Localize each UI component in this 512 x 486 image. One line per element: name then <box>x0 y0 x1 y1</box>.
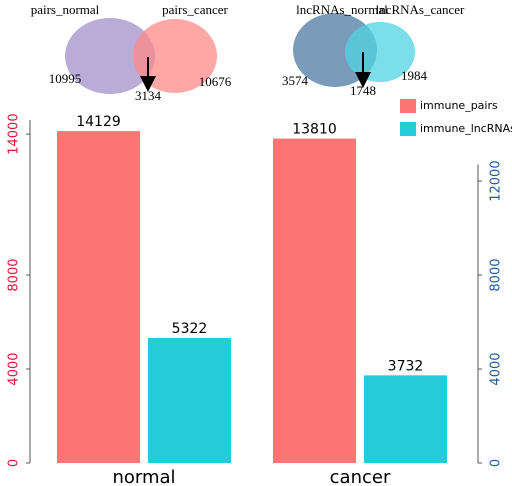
venn-set-label: lncRNAs_cancer <box>376 2 465 17</box>
venn-count: 3574 <box>282 73 309 88</box>
venn-set-label: pairs_normal <box>31 2 100 17</box>
value-label: 3732 <box>388 358 424 374</box>
y-tick-label: 0 <box>7 459 22 467</box>
legend-label: immune_lncRNAs <box>420 122 512 135</box>
venn-set <box>133 19 217 93</box>
bar <box>57 131 140 463</box>
value-label: 5322 <box>172 321 208 337</box>
legend-swatch <box>400 122 416 136</box>
y2-tick-label: 8000 <box>489 259 504 292</box>
bar <box>364 375 447 463</box>
legend-swatch <box>400 99 416 113</box>
bar <box>148 337 231 463</box>
value-label: 14129 <box>76 114 121 130</box>
bar <box>273 138 356 464</box>
venn-count: 10995 <box>49 71 82 86</box>
y-tick-label: 14000 <box>7 113 22 154</box>
venn-set <box>65 18 155 94</box>
venn-count: 1748 <box>350 83 376 98</box>
value-label: 13810 <box>292 122 337 138</box>
y-tick-label: 8000 <box>7 259 22 292</box>
y2-tick-label: 4000 <box>489 352 504 385</box>
legend-label: immune_pairs <box>420 99 498 112</box>
x-tick-label: cancer <box>330 467 391 486</box>
y2-tick-label: 12000 <box>489 160 504 201</box>
x-tick-label: normal <box>112 467 175 486</box>
venn-count: 1984 <box>401 68 428 83</box>
venn-set-label: lncRNAs_normal <box>296 2 388 17</box>
venn-set-label: pairs_cancer <box>162 2 228 17</box>
venn-count: 10676 <box>199 74 232 89</box>
y2-tick-label: 0 <box>489 459 504 467</box>
y-tick-label: 4000 <box>7 352 22 385</box>
venn-count: 3134 <box>135 88 162 103</box>
